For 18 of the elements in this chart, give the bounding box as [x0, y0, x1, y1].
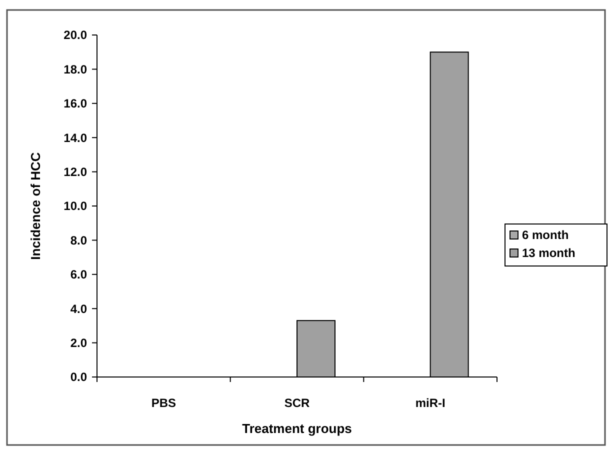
x-tick-label: SCR: [284, 396, 310, 410]
y-tick-label: 0.0: [70, 370, 88, 384]
y-tick-label: 10.0: [64, 199, 88, 214]
y-tick-label: 14.0: [64, 130, 88, 145]
y-tick-label: 6.0: [70, 268, 88, 282]
y-axis-title: Incidence of HCC: [28, 152, 43, 260]
x-axis-title: Treatment groups: [242, 421, 352, 436]
y-tick-label: 12.0: [64, 165, 88, 179]
y-tick-label: 18.0: [64, 62, 88, 76]
y-tick-label: 2.0: [70, 336, 88, 350]
legend-label: 13 month: [522, 246, 576, 260]
x-tick-label: miR-I: [415, 396, 446, 410]
legend-label: 6 month: [522, 228, 569, 242]
x-tick-label: PBS: [151, 396, 176, 410]
y-tick-label: 16.0: [64, 96, 88, 111]
y-tick-label: 4.0: [70, 302, 88, 316]
y-tick-label: 20.0: [64, 28, 88, 42]
y-tick-label: 8.0: [70, 233, 88, 248]
